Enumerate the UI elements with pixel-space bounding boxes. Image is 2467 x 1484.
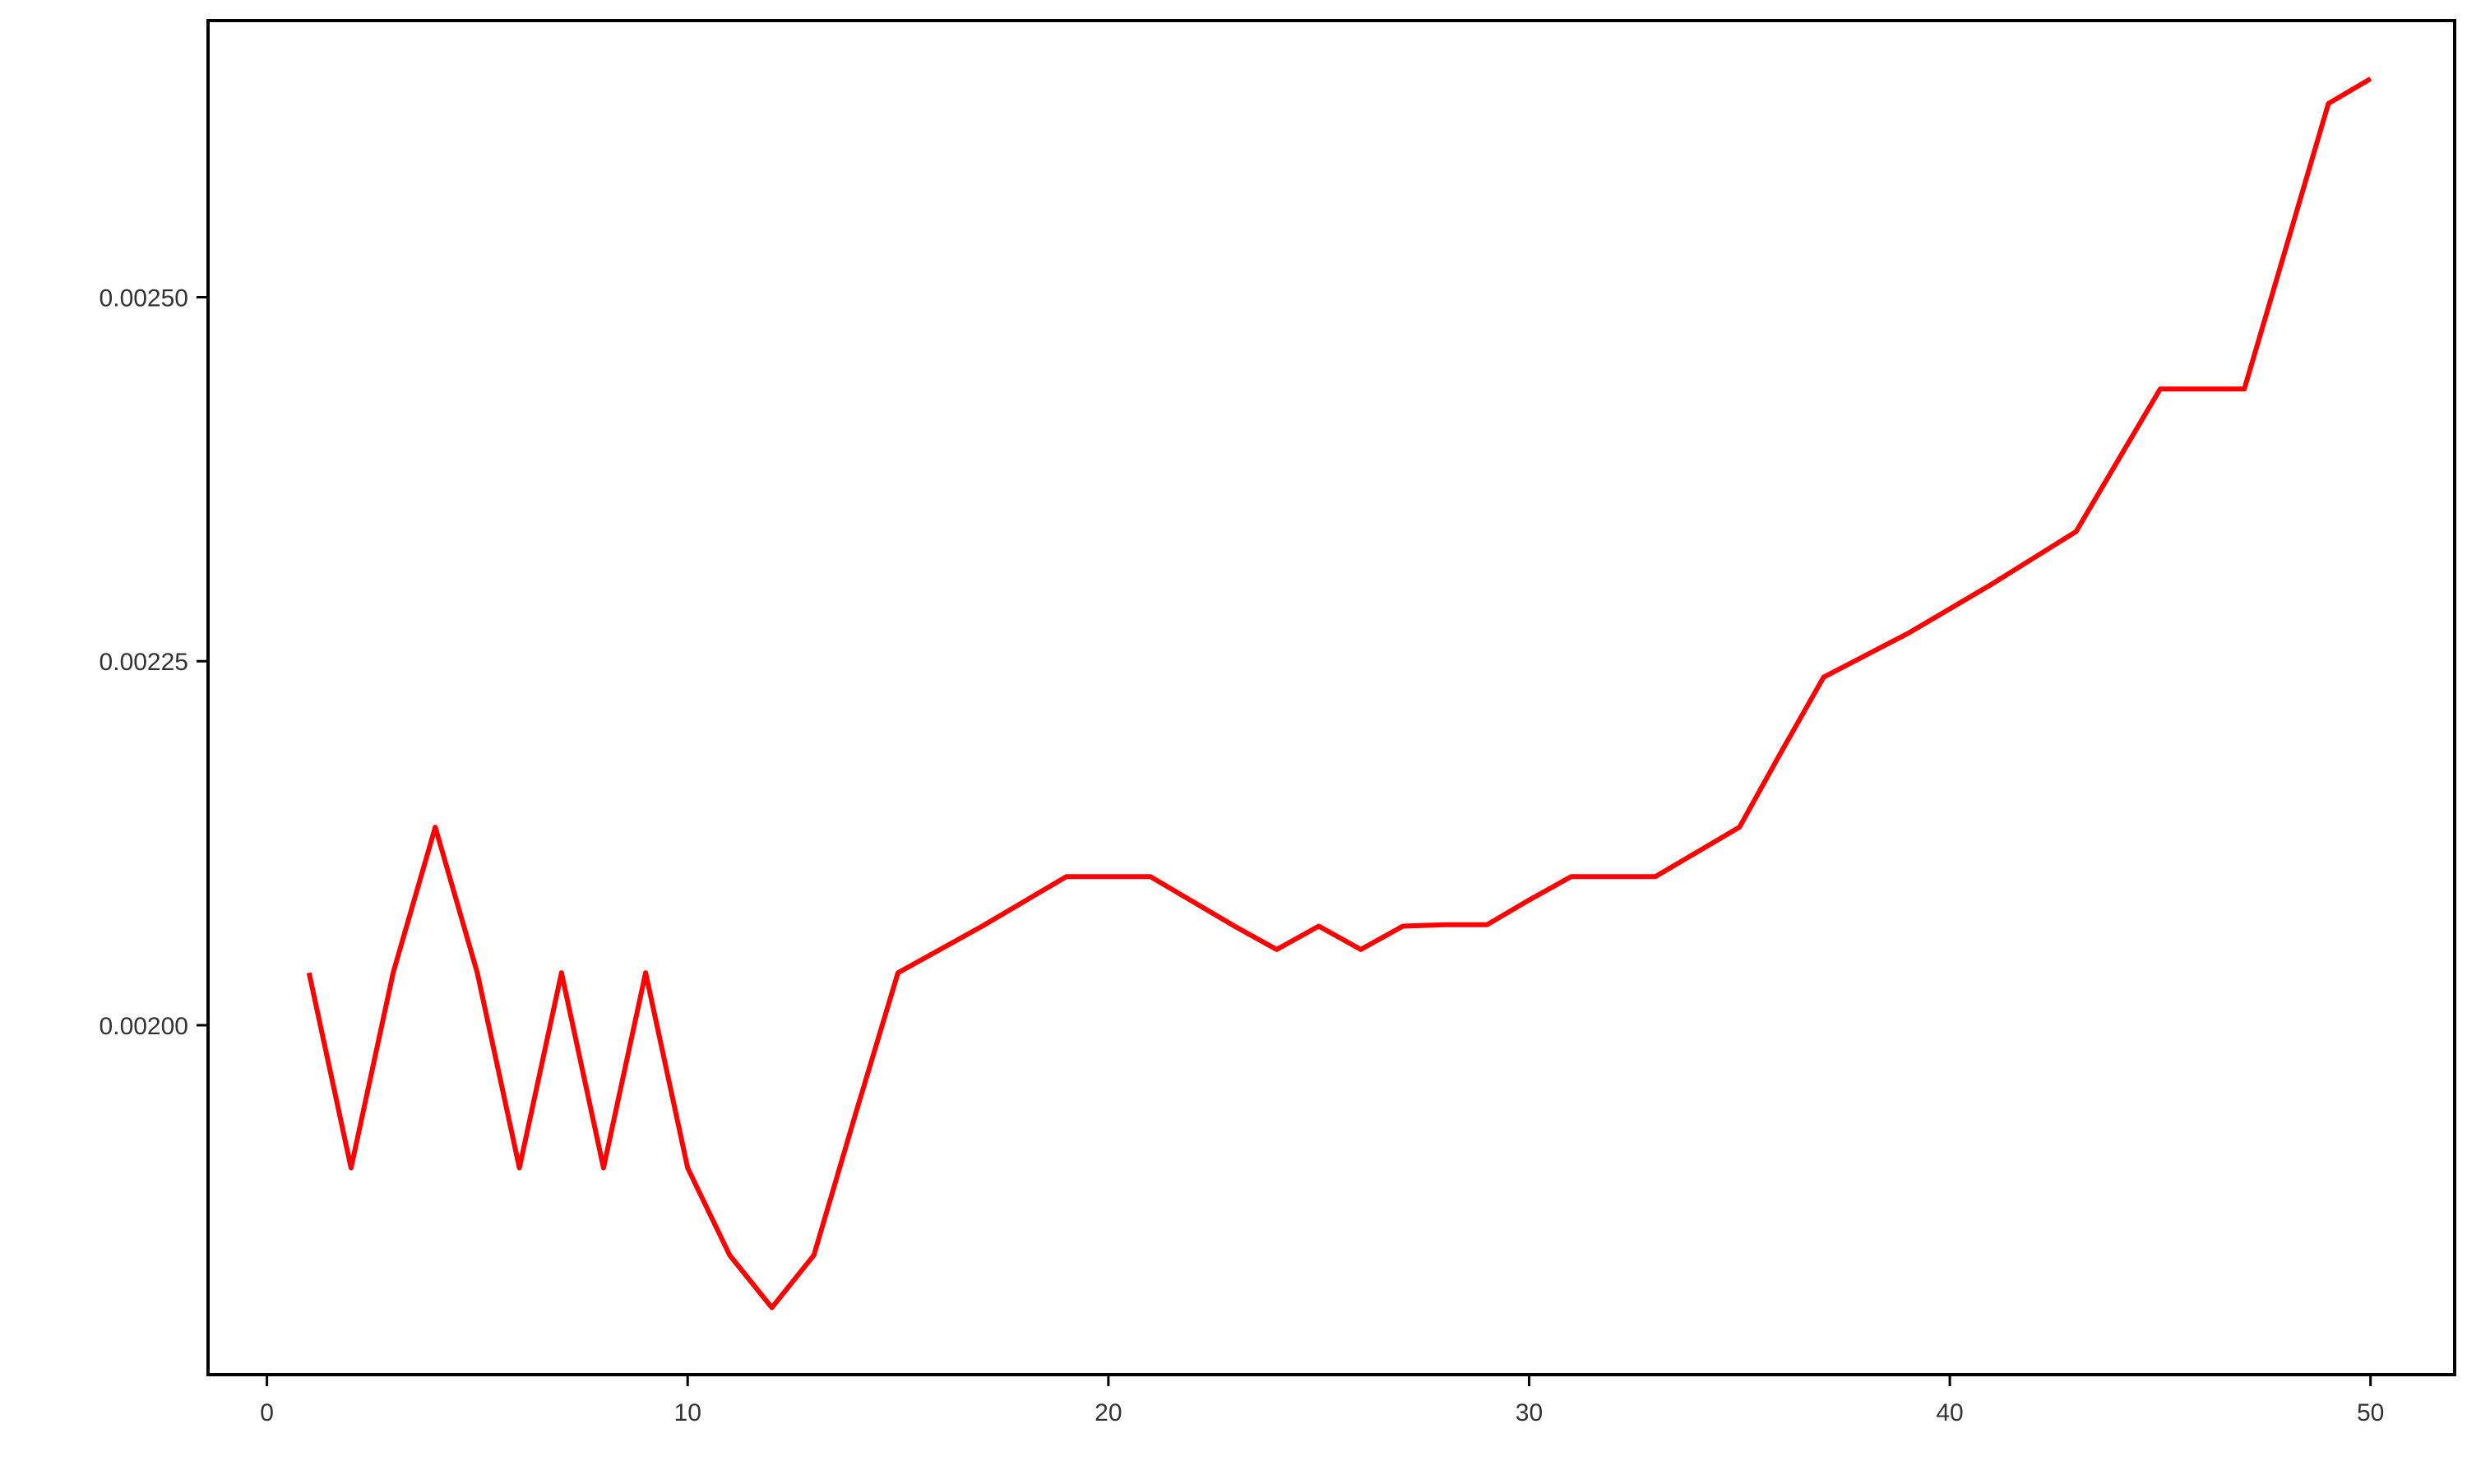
x-tick-label: 0 xyxy=(260,1399,274,1426)
series-layer xyxy=(306,76,2372,1311)
x-tick-label: 40 xyxy=(1936,1399,1963,1426)
x-tick-label: 50 xyxy=(2357,1399,2384,1426)
y-tick-label: 0.00250 xyxy=(100,284,188,312)
y-axis: 0.00200 0.00225 0.00250 xyxy=(100,284,208,1040)
y-tick-label: 0.00200 xyxy=(100,1013,188,1040)
x-tick-label: 30 xyxy=(1516,1399,1543,1426)
plot-frame xyxy=(206,19,2456,1376)
x-tick-label: 20 xyxy=(1095,1399,1122,1426)
y-tick-label: 0.00225 xyxy=(100,649,188,676)
series-line-1 xyxy=(306,76,2372,1311)
x-tick-label: 10 xyxy=(674,1399,701,1426)
x-axis: 0 10 20 30 40 50 xyxy=(260,1375,2384,1426)
